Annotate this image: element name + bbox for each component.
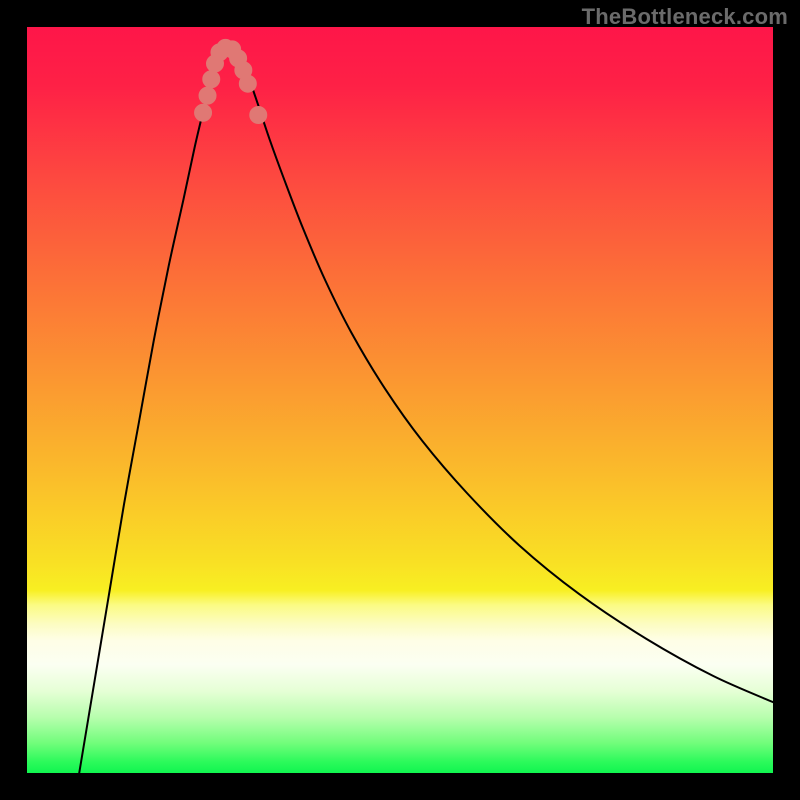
- watermark-text: TheBottleneck.com: [582, 4, 788, 30]
- marker-point: [195, 104, 212, 121]
- marker-point: [239, 75, 256, 92]
- plot-svg: [27, 27, 773, 773]
- gradient-background: [27, 27, 773, 773]
- marker-point: [199, 87, 216, 104]
- marker-point: [203, 71, 220, 88]
- marker-point: [250, 107, 267, 124]
- chart-frame: TheBottleneck.com: [0, 0, 800, 800]
- plot-area: [27, 27, 773, 773]
